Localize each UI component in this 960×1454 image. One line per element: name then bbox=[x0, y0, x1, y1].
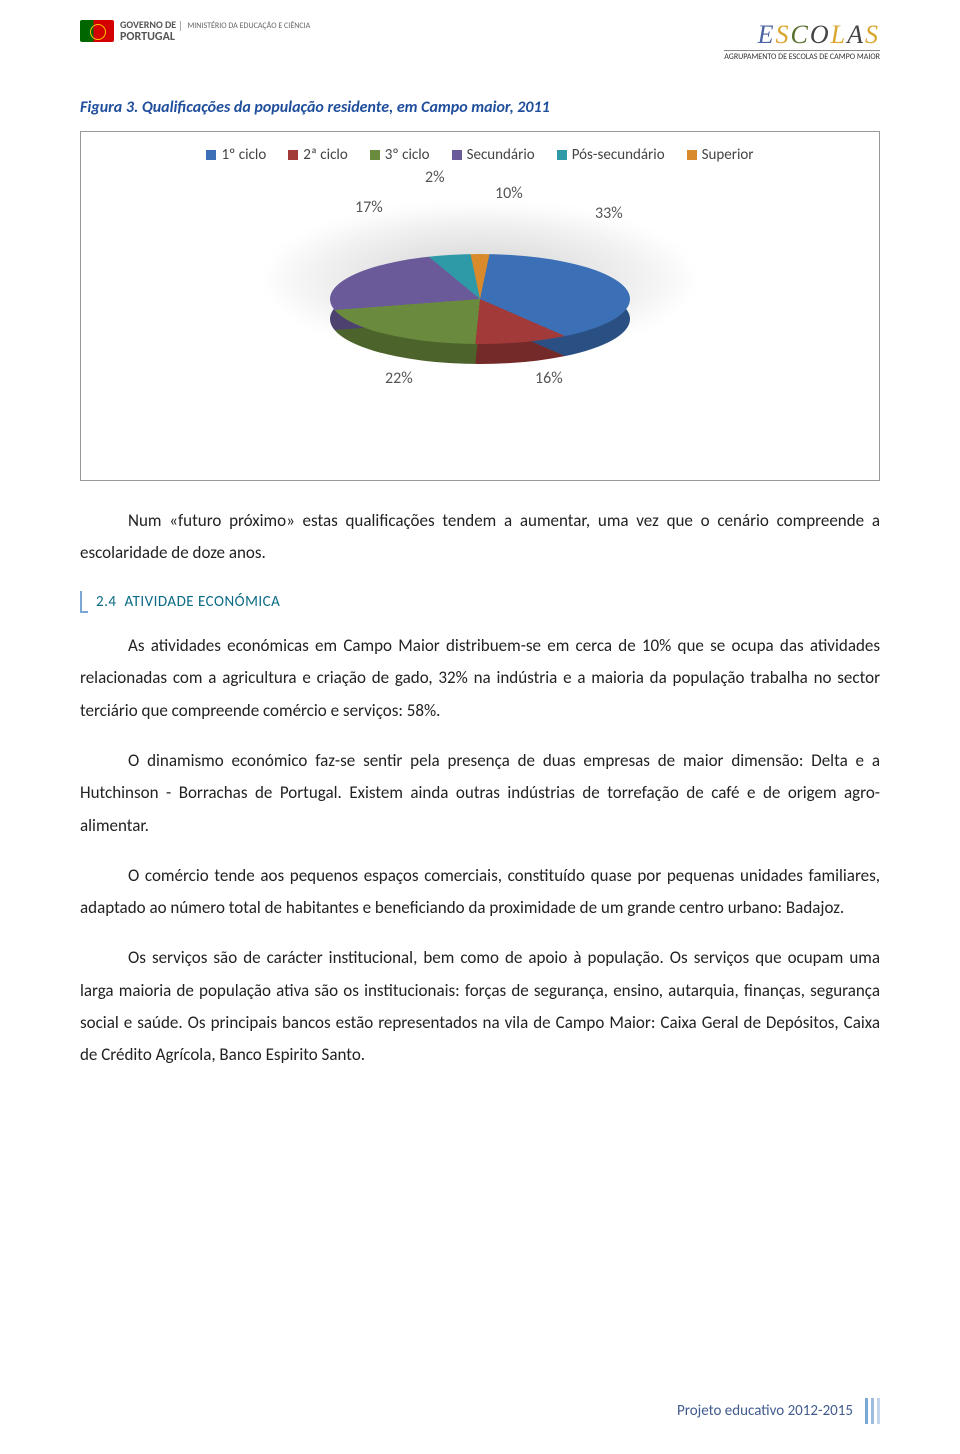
pie-label-2pct: 2% bbox=[425, 168, 445, 187]
legend-label: Secundário bbox=[467, 146, 535, 164]
gov-line2: PORTUGAL bbox=[120, 31, 310, 44]
pie-chart: 2% 10% 17% 33% 22% 16% bbox=[295, 194, 665, 424]
page-header: GOVERNO DE MINISTÉRIO DA EDUCAÇÃO E CIÊN… bbox=[80, 20, 880, 80]
page-footer: Projeto educativo 2012-2015 bbox=[677, 1398, 880, 1424]
legend-item: 1º ciclo bbox=[206, 146, 266, 164]
escolas-subtitle: AGRUPAMENTO DE ESCOLAS DE CAMPO MAIOR bbox=[724, 50, 880, 62]
section-title: ATIVIDADE ECONÓMICA bbox=[125, 588, 281, 617]
legend-label: 1º ciclo bbox=[221, 146, 266, 164]
pie-label-10pct: 10% bbox=[495, 184, 523, 203]
pie-label-22pct: 22% bbox=[385, 369, 413, 388]
legend-swatch bbox=[557, 150, 567, 160]
chart-legend: 1º ciclo 2ª ciclo 3º ciclo Secundário Pós-se… bbox=[91, 146, 869, 164]
section-header: 2.4 ATIVIDADE ECONÓMICA bbox=[80, 588, 880, 617]
paragraph-1: Num «futuro próximo» estas qualificações… bbox=[80, 505, 880, 570]
paragraph-3: O dinamismo económico faz-se sentir pela… bbox=[80, 745, 880, 842]
legend-item: 3º ciclo bbox=[370, 146, 430, 164]
figure-caption: Figura 3. Qualificações da população res… bbox=[80, 98, 880, 117]
legend-label: 2ª ciclo bbox=[303, 146, 348, 164]
paragraph-2: As atividades económicas em Campo Maior … bbox=[80, 630, 880, 727]
portugal-flag-icon bbox=[80, 20, 114, 42]
legend-swatch bbox=[288, 150, 298, 160]
gov-logo: GOVERNO DE MINISTÉRIO DA EDUCAÇÃO E CIÊN… bbox=[80, 20, 310, 43]
legend-item: Secundário bbox=[452, 146, 535, 164]
section-number: 2.4 bbox=[96, 588, 117, 617]
footer-bars-icon bbox=[865, 1398, 880, 1424]
body-text: Num «futuro próximo» estas qualificações… bbox=[80, 505, 880, 1072]
chart-container: 1º ciclo 2ª ciclo 3º ciclo Secundário Pós-se… bbox=[80, 131, 880, 481]
escolas-logo: ESCOLAS AGRUPAMENTO DE ESCOLAS DE CAMPO … bbox=[724, 20, 880, 62]
legend-swatch bbox=[452, 150, 462, 160]
footer-text: Projeto educativo 2012-2015 bbox=[677, 1402, 853, 1420]
gov-text: GOVERNO DE MINISTÉRIO DA EDUCAÇÃO E CIÊN… bbox=[120, 20, 310, 43]
legend-item: 2ª ciclo bbox=[288, 146, 348, 164]
legend-label: Superior bbox=[702, 146, 754, 164]
legend-label: 3º ciclo bbox=[385, 146, 430, 164]
pie-label-33pct: 33% bbox=[595, 204, 623, 223]
pie-label-16pct: 16% bbox=[535, 369, 563, 388]
pie-top bbox=[330, 254, 630, 344]
pie-label-17pct: 17% bbox=[355, 198, 383, 217]
legend-swatch bbox=[370, 150, 380, 160]
paragraph-5: Os serviços são de carácter instituciona… bbox=[80, 942, 880, 1071]
legend-item: Superior bbox=[687, 146, 754, 164]
legend-label: Pós-secundário bbox=[572, 146, 665, 164]
legend-swatch bbox=[687, 150, 697, 160]
escolas-word: ESCOLAS bbox=[724, 20, 880, 50]
gov-ministry: MINISTÉRIO DA EDUCAÇÃO E CIÊNCIA bbox=[180, 21, 310, 31]
paragraph-4: O comércio tende aos pequenos espaços co… bbox=[80, 860, 880, 925]
legend-swatch bbox=[206, 150, 216, 160]
legend-item: Pós-secundário bbox=[557, 146, 665, 164]
